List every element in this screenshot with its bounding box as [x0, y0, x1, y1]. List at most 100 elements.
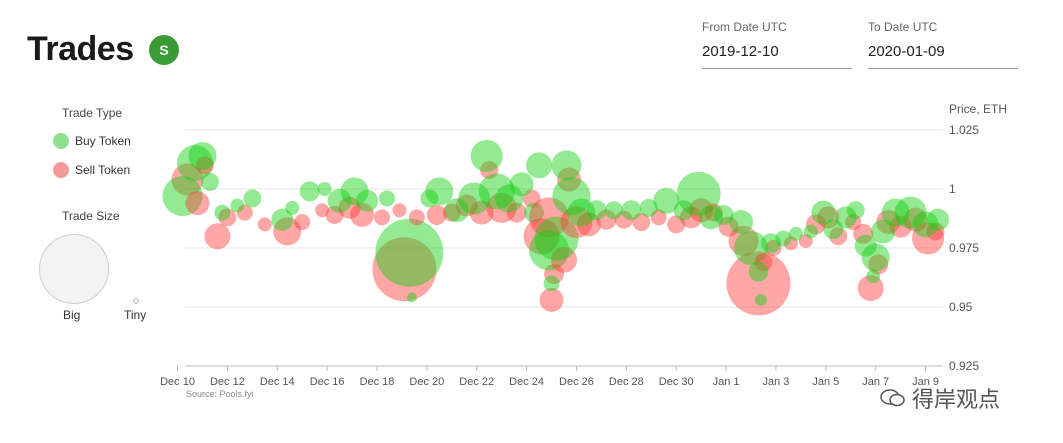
sell-trade-point	[204, 223, 231, 250]
x-tick-label: Dec 12	[210, 376, 245, 388]
trade-size-big-label: Big	[63, 308, 81, 322]
buy-trade-point	[340, 177, 369, 206]
sell-trade-point	[392, 203, 407, 218]
from-date-input[interactable]: 2019-12-10	[702, 43, 852, 69]
sell-trade-point	[325, 205, 344, 224]
buy-trade-point	[788, 226, 803, 241]
sell-trade-point	[294, 214, 311, 231]
x-tick-label: Dec 22	[459, 376, 494, 388]
x-tick-label: Dec 24	[509, 376, 544, 388]
sell-trade-point	[632, 213, 651, 232]
buy-trade-point	[586, 200, 607, 221]
brand-logo: S	[149, 35, 179, 65]
buy-trade-point	[803, 224, 818, 239]
x-tick-label: Dec 20	[409, 376, 444, 388]
sell-trade-point	[523, 218, 560, 255]
buy-trade-point	[285, 200, 300, 215]
sell-trade-point	[218, 208, 237, 227]
sell-trade-point	[903, 207, 928, 232]
buy-trade-point	[470, 139, 503, 172]
buy-trade-point	[214, 204, 231, 221]
x-tick-label: Dec 16	[310, 376, 345, 388]
buy-trade-point	[729, 210, 754, 235]
sell-trade-point	[551, 246, 577, 273]
sell-trade-point	[926, 222, 945, 241]
buy-trade-point	[425, 177, 454, 206]
sell-trade-point	[236, 204, 253, 221]
buy-trade-point	[526, 152, 553, 179]
sell-trade-point	[596, 209, 617, 230]
x-tick-label: Dec 30	[659, 376, 694, 388]
to-date-control[interactable]: To Date UTC 2020-01-09	[868, 20, 1018, 69]
x-tick-label: Jan 1	[713, 376, 740, 388]
legend-item-buy[interactable]: Buy Token	[53, 133, 131, 149]
from-date-label: From Date UTC	[702, 20, 787, 34]
buy-trade-point	[734, 231, 769, 265]
buy-trade-point	[551, 150, 582, 181]
sell-trade-point	[185, 191, 210, 216]
sell-trade-point	[455, 194, 478, 217]
trade-size-tiny-label: Tiny	[124, 308, 147, 322]
buy-trade-point	[375, 218, 444, 287]
buy-trade-point	[912, 211, 939, 238]
page-title: Trades	[27, 30, 134, 68]
x-tick-label: Dec 14	[260, 376, 295, 388]
buy-trade-point	[478, 173, 515, 210]
sell-trade-point	[704, 203, 723, 222]
source-note: Source: Pools.fyi	[186, 389, 254, 399]
buy-token-swatch	[53, 133, 69, 149]
x-tick-label: Jan 7	[862, 376, 889, 388]
buy-trade-point	[162, 176, 203, 217]
wechat-icon	[880, 389, 905, 407]
buy-trade-point	[317, 182, 332, 196]
to-date-input[interactable]: 2020-01-09	[868, 43, 1018, 69]
sell-trade-point	[257, 217, 272, 232]
sell-trade-point	[539, 287, 564, 312]
buy-trade-point	[243, 189, 262, 208]
from-date-control[interactable]: From Date UTC 2019-12-10	[702, 20, 852, 69]
buy-trade-point	[420, 189, 439, 208]
sell-trade-point	[556, 167, 581, 192]
buy-trade-point	[200, 172, 219, 191]
buy-trade-point	[509, 172, 534, 197]
buy-trade-point	[543, 275, 560, 292]
buy-trade-point	[927, 208, 950, 231]
buy-trade-point	[881, 198, 910, 227]
watermark: 得岸观点	[880, 382, 1000, 414]
trade-type-legend-title: Trade Type	[62, 106, 123, 120]
sell-trade-point	[845, 214, 862, 231]
buy-trade-point	[327, 188, 352, 213]
sell-trade-point	[650, 209, 667, 226]
sell-trade-point	[195, 156, 214, 175]
sell-trade-point	[315, 203, 330, 218]
x-tick-label: Dec 28	[609, 376, 644, 388]
sell-trade-point	[338, 196, 361, 219]
buy-trade-point	[604, 201, 623, 220]
sell-trade-point	[754, 253, 773, 272]
sell-trade-point	[442, 203, 461, 222]
buy-trade-point	[775, 230, 792, 247]
sell-trade-point	[522, 189, 541, 208]
legend-item-sell[interactable]: Sell Token	[53, 162, 130, 178]
sell-trade-point	[889, 215, 912, 238]
buy-trade-point	[811, 200, 836, 225]
sell-trade-point	[680, 206, 703, 229]
y-tick-label: 0.975	[949, 241, 979, 255]
sell-trade-point	[876, 210, 901, 235]
trade-size-big-circle	[39, 234, 109, 304]
buy-trade-point	[673, 200, 694, 221]
sell-trade-point	[560, 206, 593, 239]
buy-trade-point	[713, 204, 734, 225]
sell-trade-point	[728, 225, 759, 256]
trade-size-legend-title: Trade Size	[62, 209, 120, 223]
y-tick-label: 0.95	[949, 300, 973, 314]
buy-trade-point	[834, 206, 857, 229]
buy-trade-point	[621, 200, 642, 221]
x-tick-label: Dec 18	[360, 376, 395, 388]
sell-trade-point	[486, 192, 517, 223]
sell-trade-point	[171, 163, 204, 196]
buy-trade-point	[894, 196, 927, 229]
buy-trade-point	[846, 201, 865, 220]
buy-trade-point	[188, 141, 217, 170]
